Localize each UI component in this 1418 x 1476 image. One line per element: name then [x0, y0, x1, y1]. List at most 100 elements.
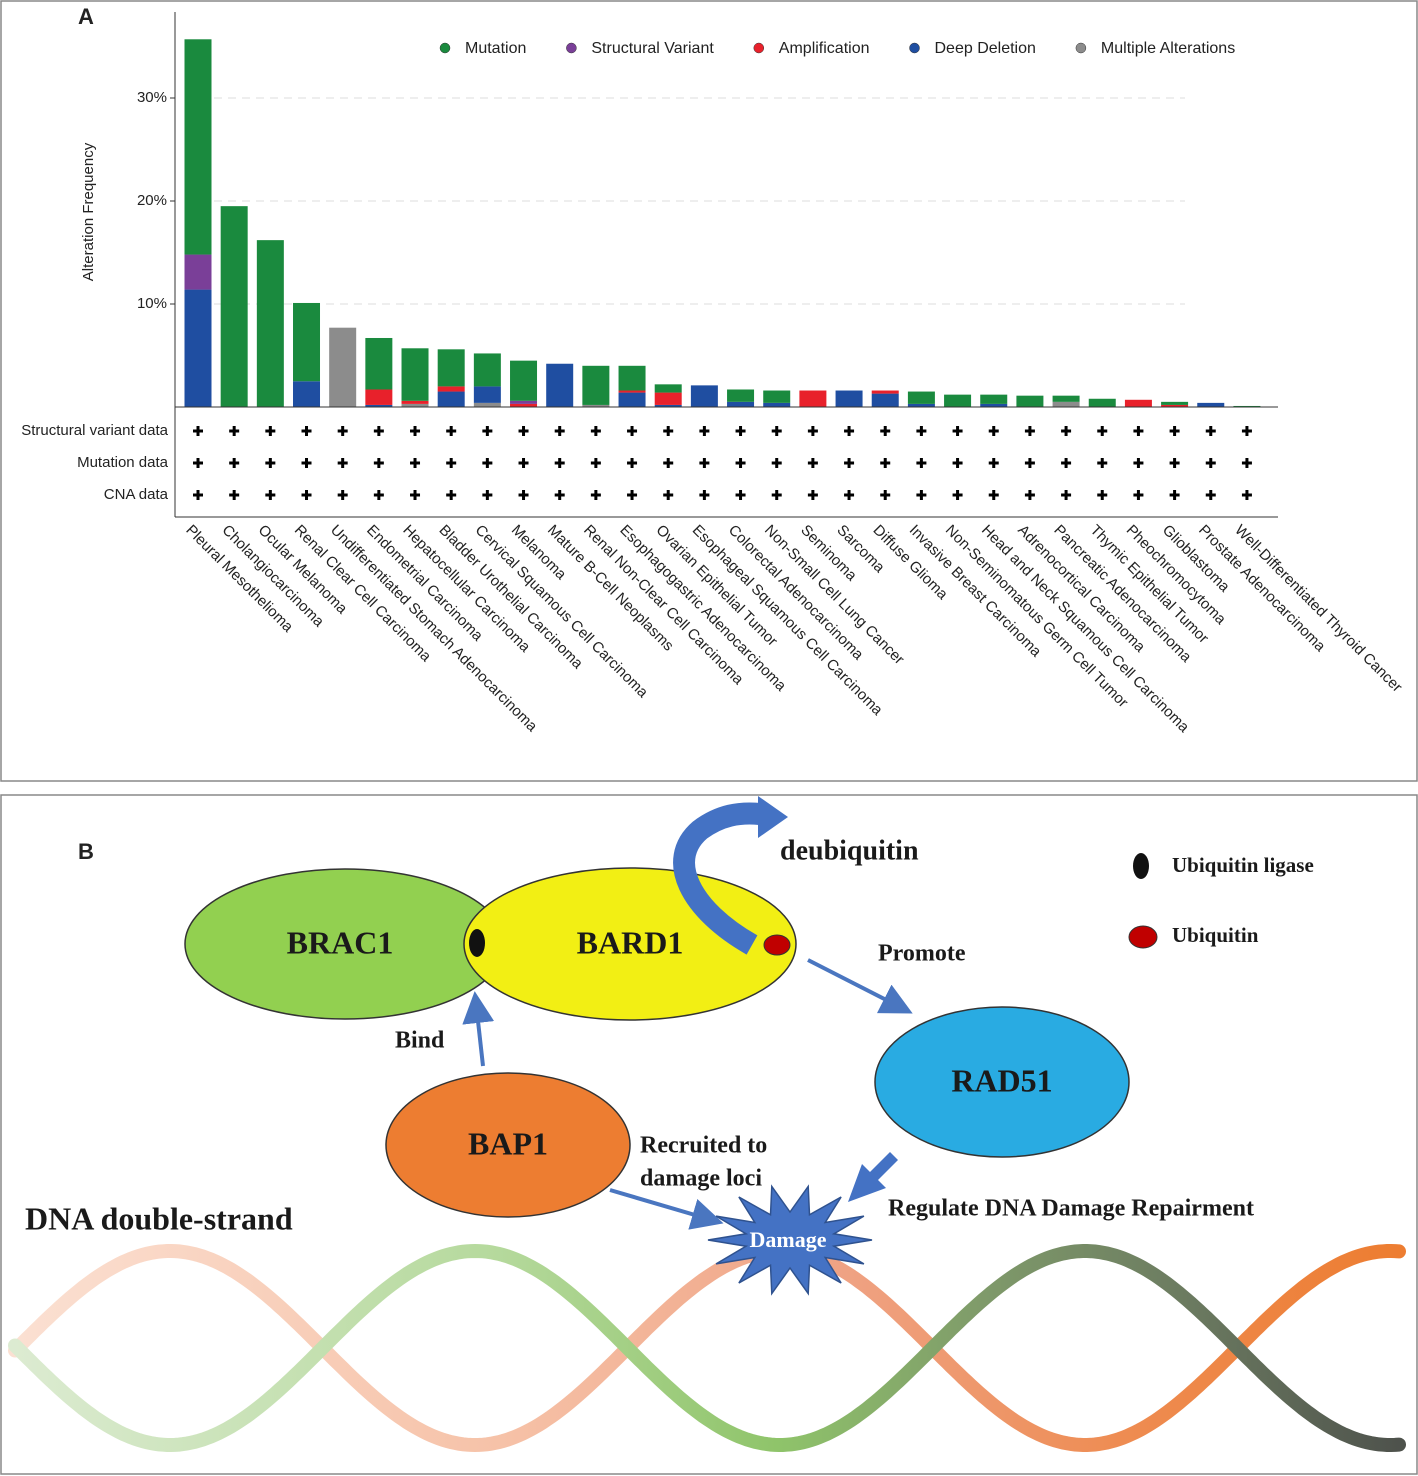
bar-segment	[582, 365, 610, 405]
plus-marker	[518, 426, 529, 436]
plus-marker	[807, 458, 818, 468]
panel-frame	[0, 794, 1418, 1475]
bar-segment	[907, 391, 935, 404]
plus-marker	[590, 458, 601, 468]
bar-segment	[799, 390, 827, 407]
bar-segment	[727, 401, 755, 407]
legend-label: Ubiquitin	[1172, 923, 1259, 947]
legend-label: Ubiquitin ligase	[1172, 853, 1314, 877]
plus-marker	[844, 458, 855, 468]
y-tick-label: 20%	[137, 192, 167, 209]
ubiquitin-icon	[763, 934, 791, 956]
plus-marker	[337, 490, 348, 500]
bar-segment	[437, 391, 465, 407]
legend-icon	[1128, 925, 1158, 949]
row-label: Structural variant data	[21, 422, 168, 439]
legend-swatch	[439, 42, 451, 54]
bar-segment	[1233, 405, 1261, 407]
bar-segment	[618, 390, 646, 393]
bar-segment	[763, 390, 791, 403]
plus-marker	[482, 458, 493, 468]
node-rad51	[874, 1006, 1130, 1158]
bar-segment	[1052, 395, 1080, 402]
plus-marker	[1241, 458, 1252, 468]
bar-segment	[654, 384, 682, 393]
plus-marker	[446, 490, 457, 500]
bar-segment	[365, 404, 393, 407]
plus-marker	[1133, 458, 1144, 468]
plus-marker	[1205, 490, 1216, 500]
annotation: Bind	[395, 1028, 445, 1054]
plus-marker	[952, 490, 963, 500]
plus-marker	[807, 490, 818, 500]
plus-marker	[1169, 458, 1180, 468]
plus-marker	[373, 458, 384, 468]
bar-segment	[473, 353, 501, 387]
bar-segment	[184, 289, 212, 407]
bar-segment	[401, 348, 429, 401]
plus-marker	[916, 426, 927, 436]
plus-marker	[337, 458, 348, 468]
plus-marker	[590, 426, 601, 436]
bar-segment	[871, 390, 899, 394]
plus-marker	[916, 490, 927, 500]
plus-marker	[265, 426, 276, 436]
plus-marker	[1205, 458, 1216, 468]
bar-segment	[654, 392, 682, 405]
plus-marker	[880, 426, 891, 436]
bar-segment	[184, 39, 212, 255]
y-tick-label: 30%	[137, 89, 167, 106]
bar-segment	[618, 365, 646, 391]
annotation: damage loci	[640, 1166, 762, 1192]
plus-marker	[1024, 490, 1035, 500]
bar-segment	[365, 389, 393, 405]
bar-segment	[1052, 401, 1080, 407]
legend-label: Mutation	[465, 40, 526, 57]
bar-segment	[293, 381, 321, 407]
bar-segment	[401, 403, 429, 407]
bar-segment	[582, 404, 610, 407]
plus-marker	[699, 458, 710, 468]
annotation: DNA double-strand	[25, 1200, 293, 1236]
plus-marker	[518, 490, 529, 500]
plus-marker	[1097, 490, 1108, 500]
legend-label: Structural Variant	[591, 40, 714, 57]
annotation: Regulate DNA Damage Repairment	[888, 1196, 1254, 1222]
plus-marker	[771, 426, 782, 436]
legend-swatch	[753, 42, 765, 54]
plus-marker	[880, 490, 891, 500]
damage-shape	[707, 1184, 873, 1296]
panel-label: B	[78, 839, 94, 864]
plus-marker	[1061, 426, 1072, 436]
plus-marker	[265, 490, 276, 500]
x-tick-label: Well-Differentiated Thyroid Cancer	[1231, 522, 1405, 696]
plus-marker	[229, 426, 240, 436]
bar-segment	[1016, 395, 1044, 407]
plus-marker	[1133, 490, 1144, 500]
plus-marker	[663, 458, 674, 468]
plus-marker	[663, 490, 674, 500]
legend-label: Amplification	[779, 40, 870, 57]
deubiquitin-arrowhead	[758, 796, 788, 838]
row-label: CNA data	[104, 486, 169, 503]
plus-marker	[988, 458, 999, 468]
plus-marker	[988, 490, 999, 500]
plus-marker	[699, 426, 710, 436]
bar-segment	[1088, 398, 1116, 407]
plus-marker	[988, 426, 999, 436]
legend-swatch	[566, 42, 577, 54]
node-label: RAD51	[951, 1062, 1052, 1098]
plus-marker	[193, 490, 203, 500]
plus-marker	[1205, 426, 1216, 436]
bar-segment	[944, 394, 972, 407]
plus-marker	[699, 490, 710, 500]
plus-marker	[663, 426, 674, 436]
plus-marker	[1061, 458, 1072, 468]
legend-icon	[1133, 853, 1149, 879]
bar-segment	[473, 386, 501, 403]
plus-marker	[554, 490, 565, 500]
bar-segment	[401, 400, 429, 404]
bar-segment	[437, 386, 465, 392]
bar-segment	[510, 403, 538, 407]
